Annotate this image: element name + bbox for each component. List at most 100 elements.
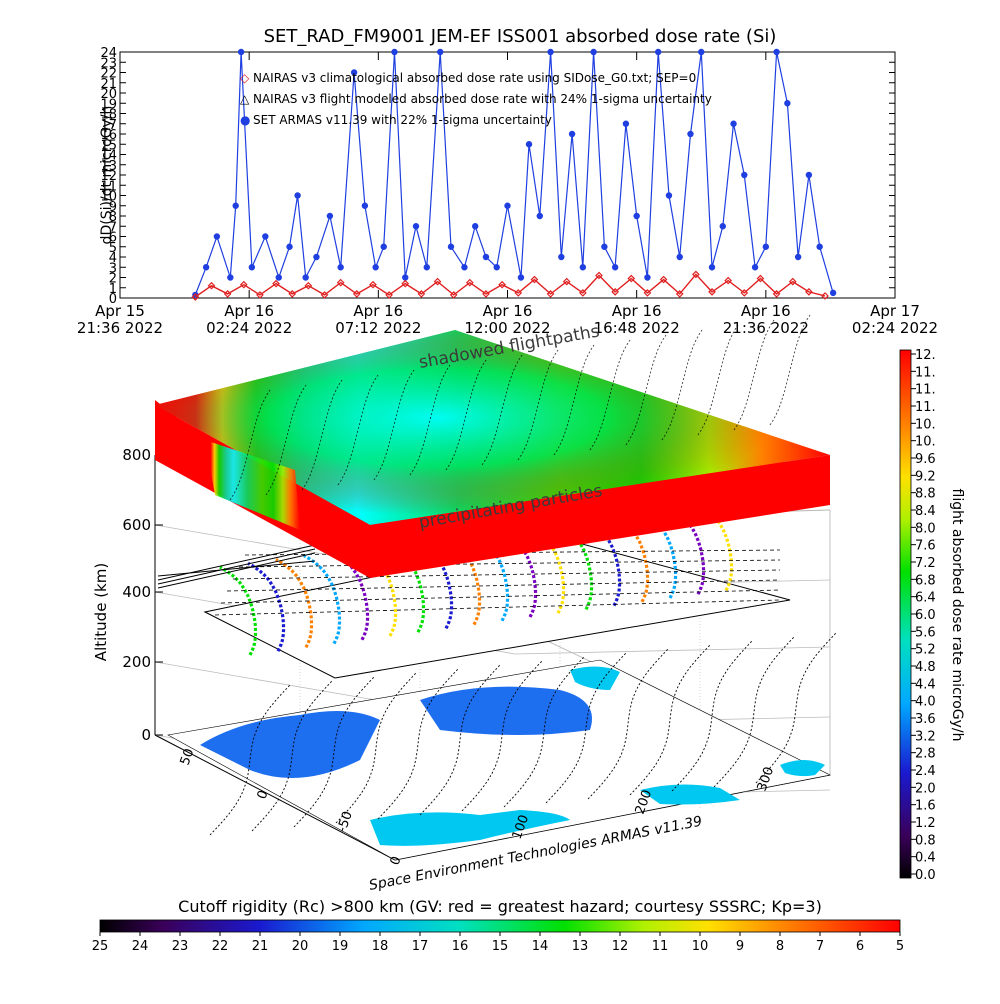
data-point	[692, 270, 700, 279]
data-point	[590, 48, 597, 56]
data-point	[622, 120, 630, 127]
colorbar-tick-label: 2.4	[915, 764, 936, 779]
legend-symbol: ●	[240, 113, 250, 127]
shadowed-flightpath	[301, 379, 343, 491]
data-point	[579, 264, 587, 271]
colorbar-tick-label: 1.6	[915, 799, 936, 814]
data-point	[352, 290, 361, 298]
colorbar-tick-label: 7.2	[915, 556, 936, 571]
shadowed-flightpath	[553, 344, 595, 456]
map-ground-tracks	[209, 632, 837, 836]
y-tick-label: 5	[109, 241, 117, 256]
rigidity-tick-label: 19	[332, 939, 349, 954]
data-point	[272, 279, 280, 288]
data-point	[708, 264, 716, 271]
ground-track	[293, 676, 375, 828]
shadowed-flightpath	[661, 329, 703, 441]
y-tick-label: 20	[100, 87, 117, 102]
colorbar-tick-label: 4.0	[915, 695, 936, 710]
slab-tracks	[229, 314, 811, 501]
rigidity-tick-label: 5	[896, 939, 904, 954]
shadowed-flightpath	[229, 389, 271, 501]
colorbar-tick-label: 0.0	[915, 868, 936, 883]
y-tick-label: 14	[100, 149, 117, 164]
y-tick-label: 0	[109, 292, 117, 307]
y-tick-label: 9	[109, 200, 117, 215]
orbit-track-line	[157, 544, 316, 581]
continent-shape	[370, 810, 570, 846]
continent-shape	[200, 711, 380, 778]
y-tick-label: 12	[100, 169, 117, 184]
continent-shape	[780, 760, 825, 777]
flight-track	[247, 561, 286, 652]
x-tick-label: Apr 17	[870, 302, 920, 320]
y-tick-label: 11	[100, 179, 117, 194]
z-axis-label: Altitude (km)	[92, 563, 110, 661]
data-point	[350, 69, 358, 76]
rigidity-tick-label: 20	[292, 939, 309, 954]
data-point	[719, 223, 726, 230]
data-point	[773, 48, 780, 56]
data-point	[644, 274, 651, 281]
rigidity-tick-label: 8	[776, 939, 784, 954]
colorbar-swatch	[899, 349, 912, 879]
z-tick-label: 800	[122, 446, 151, 464]
z-axis-ticks: 0 200 400 600 800	[122, 446, 163, 744]
data-point	[213, 233, 221, 240]
data-point	[237, 48, 245, 56]
colorbar-tick-label: 3.6	[915, 712, 936, 727]
z-tick-label: 600	[122, 516, 151, 534]
data-point	[223, 290, 232, 298]
rigidity-tick-label: 18	[372, 939, 389, 954]
lat-axis-ticks: 500-50	[178, 747, 356, 835]
colorbar-tick-label: 6.4	[915, 591, 936, 606]
data-point	[369, 280, 377, 289]
y-tick-label: 22	[100, 67, 117, 82]
map-plane	[167, 659, 831, 861]
legend-symbol: △	[240, 92, 250, 106]
x-tick-label: Apr 16	[741, 302, 791, 320]
shadowed-flightpath	[373, 369, 415, 481]
colorbar-label: flight absorbed dose rate microGy/h	[949, 489, 965, 742]
data-point	[601, 243, 608, 250]
data-point	[627, 274, 636, 283]
shadowed-flightpath	[409, 364, 451, 476]
flight-track	[303, 554, 342, 645]
slab-front-right	[370, 455, 830, 578]
data-point	[517, 274, 525, 281]
colorbar-tick-label: 12.	[915, 348, 936, 363]
data-point	[821, 292, 829, 300]
x-tick-label: Apr 15	[95, 302, 145, 320]
y-tick-label: 6	[109, 231, 117, 246]
series-lines	[191, 48, 837, 301]
data-point	[756, 274, 765, 283]
series-line	[194, 273, 826, 298]
z-tick-label: 200	[122, 653, 151, 671]
colorbar-tick-label: 11.	[915, 365, 936, 380]
data-point	[472, 223, 479, 230]
y-tick-label: 15	[100, 138, 117, 153]
orbit-track-line	[157, 548, 316, 585]
data-point	[302, 274, 309, 281]
data-point	[546, 290, 555, 298]
x-tick-label: 02:24 2022	[852, 319, 938, 337]
colorbar-tick-label: 6.0	[915, 608, 936, 623]
data-point	[326, 212, 334, 220]
shadowed-flightpath	[589, 339, 631, 451]
data-point	[724, 276, 733, 285]
data-point	[708, 288, 716, 296]
x-tick-label: Apr 16	[353, 302, 403, 320]
ground-track	[209, 684, 291, 836]
data-point	[740, 289, 749, 297]
data-point	[568, 130, 576, 138]
data-point	[536, 212, 543, 220]
colorbar-tick-label: 9.6	[915, 452, 936, 467]
data-point	[423, 264, 430, 271]
data-point	[794, 253, 802, 261]
data-point	[784, 100, 791, 107]
ground-track	[503, 656, 585, 808]
data-point	[675, 290, 684, 298]
data-point	[805, 288, 813, 296]
